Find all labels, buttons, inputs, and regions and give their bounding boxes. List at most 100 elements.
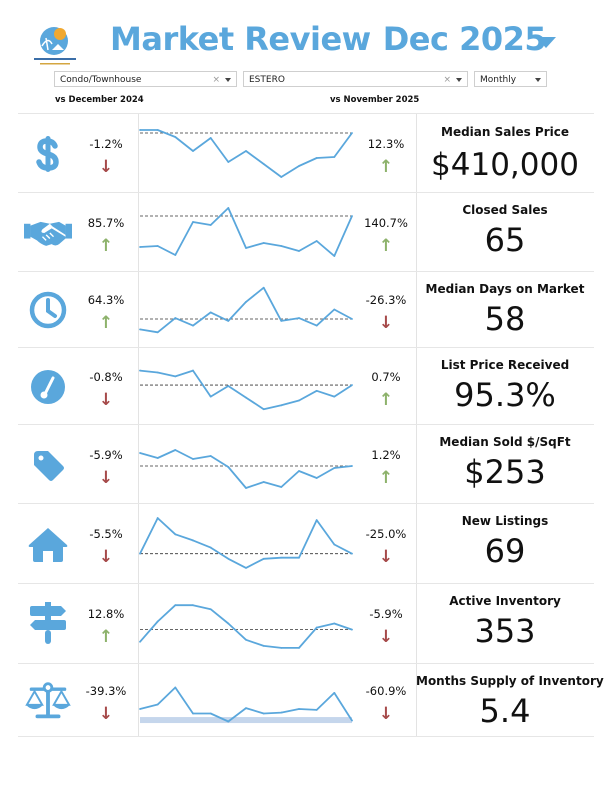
sparkline-point: [192, 458, 194, 460]
mom-change: 140.7%: [364, 215, 408, 230]
sparkline-point: [333, 156, 336, 158]
sparkline-point: [262, 286, 265, 289]
clear-icon[interactable]: ×: [443, 75, 451, 85]
sparkline-point: [280, 319, 283, 322]
chevron-down-icon[interactable]: [535, 78, 541, 82]
sparkline-point: [174, 254, 177, 256]
sparkline-point: [298, 708, 300, 710]
normal-range-band: [140, 717, 352, 724]
sparkline-point: [192, 369, 194, 372]
sparkline-point: [262, 644, 265, 647]
area-value: ESTERO: [249, 75, 285, 85]
sparkline-point: [245, 301, 247, 303]
sparkline-point: [315, 324, 318, 327]
yoy-change: 85.7%: [87, 215, 125, 230]
sparkline-point: [245, 487, 247, 489]
sparkline-point: [174, 449, 177, 451]
logo-image: [34, 27, 76, 65]
sparkline-point: [227, 466, 230, 468]
sparkline-point: [156, 457, 159, 459]
sparkline-point: [245, 396, 247, 399]
sparkline-chart: [139, 129, 353, 178]
mom-change: 0.7%: [371, 369, 401, 384]
sparkline-point: [227, 720, 230, 723]
sparkline-point: [139, 129, 141, 131]
sparkline-point: [315, 626, 318, 629]
metric-row-7: 12.8% ↑ -5.9% ↓ Active Inventory 353: [18, 583, 594, 663]
metrics-table: -1.2% ↓ 12.3% ↑ Median Sales Price $410,…: [18, 113, 604, 737]
sparkline-point: [156, 703, 159, 706]
sparkline-point: [315, 240, 318, 242]
sparkline-point: [139, 552, 141, 555]
sparkline-point: [192, 150, 194, 152]
mom-change: -5.9%: [369, 607, 403, 621]
period-dropdown-caret-icon[interactable]: [536, 37, 556, 48]
sparkline-point: [139, 369, 141, 372]
sparkline-point: [156, 129, 159, 131]
sparkline-point: [227, 622, 230, 625]
mom-change: 1.2%: [371, 447, 401, 462]
sparkline-point: [351, 465, 353, 467]
mom-label: vs November 2025: [330, 95, 420, 105]
yoy-label: vs December 2024: [55, 95, 144, 105]
sparkline-point: [351, 384, 353, 386]
sparkline-point: [174, 136, 177, 138]
sparkline-point: [315, 519, 318, 521]
sparkline-point: [227, 319, 230, 322]
sparkline-point: [139, 640, 141, 643]
area-select[interactable]: ESTERO ×: [243, 71, 468, 87]
sparkline-point: [280, 404, 283, 407]
sparkline-chart: [139, 604, 353, 649]
sparkline-point: [351, 215, 353, 217]
sparkline-chart: [139, 207, 353, 257]
sparkline-point: [315, 157, 318, 159]
sparkline-point: [298, 399, 300, 402]
sparkline-point: [280, 245, 283, 247]
gauge-icon: [24, 365, 72, 409]
house-icon: [24, 522, 72, 566]
metric-row-8: -39.3% ↓ -60.9% ↓ Months Supply of Inven…: [18, 663, 604, 736]
yoy-change: -0.8%: [89, 369, 123, 384]
sparkline-point: [209, 712, 212, 715]
sparkline-point: [227, 557, 230, 560]
arrow-up-icon: ↑: [378, 156, 394, 177]
sparkline-point: [156, 331, 159, 334]
handshake-icon: [24, 211, 72, 255]
chevron-down-icon[interactable]: [225, 78, 231, 82]
balance-scale-icon: [24, 679, 72, 723]
metric-row-3: 64.3% ↑ -26.3% ↓ Median Days on Market 5…: [18, 271, 594, 347]
sparkline-point: [174, 604, 177, 607]
sparkline-point: [262, 163, 265, 165]
sparkline-point: [280, 711, 283, 714]
clear-icon[interactable]: ×: [212, 75, 220, 85]
chevron-down-icon[interactable]: [456, 78, 462, 82]
sparkline-point: [209, 546, 212, 549]
arrow-down-icon: ↓: [378, 547, 394, 567]
sparkline-series: [140, 129, 353, 178]
frequency-select[interactable]: Monthly: [474, 71, 547, 87]
sparkline-point: [245, 150, 247, 152]
arrow-up-icon: ↑: [378, 467, 394, 488]
sparkline-point: [156, 620, 159, 623]
metric-value: $410,000: [431, 147, 579, 183]
arrow-up-icon: ↑: [98, 627, 114, 647]
sparkline-chart: [139, 686, 353, 724]
sparkline-point: [333, 255, 336, 257]
sparkline-point: [174, 533, 177, 536]
sparkline-point: [174, 375, 177, 378]
mom-change: 12.3%: [367, 136, 405, 151]
sparkline-point: [192, 712, 194, 715]
metric-row-2: 85.7% ↑ 140.7% ↑ Closed Sales 65: [18, 192, 594, 271]
sparkline-series: [139, 604, 353, 649]
yoy-change: 12.8%: [87, 607, 125, 621]
arrow-down-icon: ↓: [98, 156, 114, 177]
sparkline-point: [139, 452, 141, 454]
property-type-select[interactable]: Condo/Townhouse ×: [54, 71, 237, 87]
sparkline-point: [351, 719, 353, 722]
metric-value: 58: [484, 300, 526, 338]
metric-value: 69: [484, 532, 526, 570]
sparkline-point: [156, 517, 159, 519]
signpost-icon: [24, 602, 72, 646]
arrow-down-icon: ↓: [378, 313, 394, 333]
arrow-down-icon: ↓: [98, 703, 114, 724]
